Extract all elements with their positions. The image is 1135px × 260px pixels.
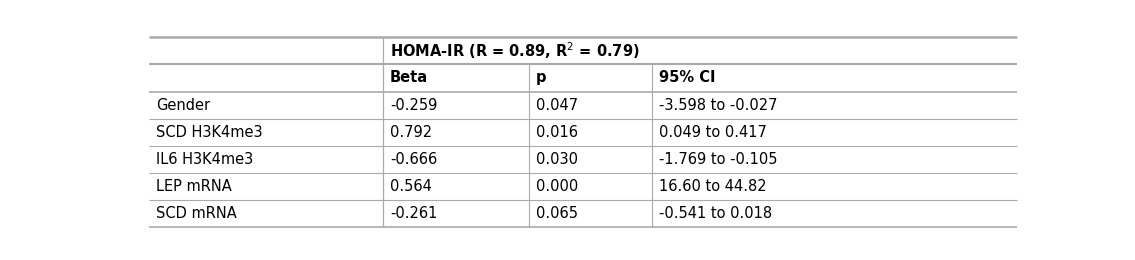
Text: 0.792: 0.792 — [390, 125, 432, 140]
Text: -0.261: -0.261 — [390, 206, 437, 221]
Text: -0.666: -0.666 — [390, 152, 437, 167]
Text: 0.030: 0.030 — [536, 152, 578, 167]
Text: LEP mRNA: LEP mRNA — [155, 179, 232, 194]
Text: Gender: Gender — [155, 98, 210, 113]
Text: HOMA-IR (R = 0.89, R$^2$ = 0.79): HOMA-IR (R = 0.89, R$^2$ = 0.79) — [390, 41, 639, 61]
Text: 16.60 to 44.82: 16.60 to 44.82 — [659, 179, 767, 194]
Text: -1.769 to -0.105: -1.769 to -0.105 — [659, 152, 777, 167]
Text: IL6 H3K4me3: IL6 H3K4me3 — [155, 152, 253, 167]
Text: 0.016: 0.016 — [536, 125, 578, 140]
Text: SCD mRNA: SCD mRNA — [155, 206, 237, 221]
Text: 95% CI: 95% CI — [659, 70, 715, 86]
Text: 0.065: 0.065 — [536, 206, 578, 221]
Text: 0.047: 0.047 — [536, 98, 578, 113]
Text: p: p — [536, 70, 546, 86]
Text: 0.564: 0.564 — [390, 179, 431, 194]
Text: -3.598 to -0.027: -3.598 to -0.027 — [659, 98, 777, 113]
Text: -0.541 to 0.018: -0.541 to 0.018 — [659, 206, 772, 221]
Text: SCD H3K4me3: SCD H3K4me3 — [155, 125, 262, 140]
Text: 0.000: 0.000 — [536, 179, 578, 194]
Text: 0.049 to 0.417: 0.049 to 0.417 — [659, 125, 767, 140]
Text: Beta: Beta — [390, 70, 428, 86]
Text: -0.259: -0.259 — [390, 98, 437, 113]
